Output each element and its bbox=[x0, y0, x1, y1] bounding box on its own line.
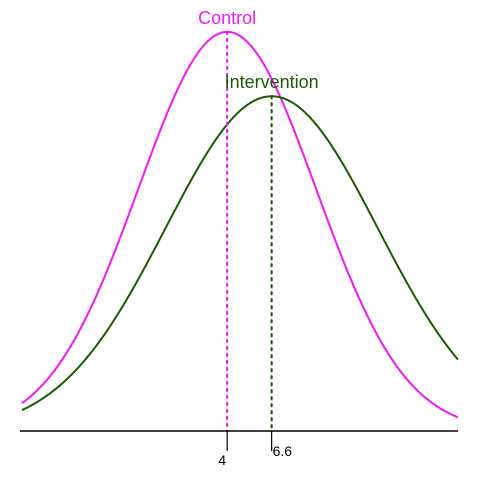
x-tick-label-6-6: 6.6 bbox=[273, 443, 293, 459]
x-tick-label-4: 4 bbox=[218, 452, 226, 468]
x-axis-ticks: 46.6 bbox=[218, 431, 292, 468]
series-labels: Control Intervention bbox=[198, 8, 319, 92]
intervention-series-label: Intervention bbox=[225, 72, 319, 92]
curves-layer bbox=[21, 30, 459, 419]
control-series-label: Control bbox=[198, 8, 256, 28]
mean-lines-layer bbox=[226, 30, 273, 433]
control-density-curve bbox=[21, 30, 459, 419]
intervention-density-curve bbox=[21, 95, 459, 411]
